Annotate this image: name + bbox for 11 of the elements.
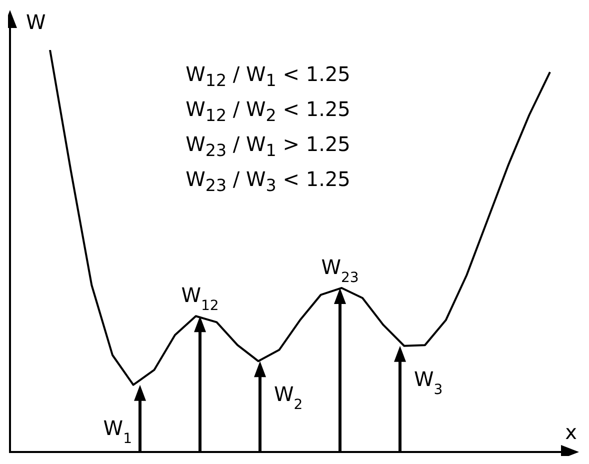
annotation: W$_{23}$	[321, 254, 359, 286]
annotation: W$_{2}$	[274, 382, 303, 414]
y-axis-title: W	[26, 10, 46, 34]
annotation: W$_{12}$ / W$_{1}$ < 1.25	[184, 61, 352, 92]
annotation: W$_{23}$ / W$_{1}$ > 1.25	[184, 131, 352, 162]
x-axis-title: x	[565, 420, 577, 444]
annotation: W$_{12}$ / W$_{2}$ < 1.25	[184, 96, 352, 127]
annotation: W$_{3}$	[414, 366, 443, 398]
annotation: W$_{1}$	[103, 416, 132, 447]
annotation: W$_{12}$	[181, 283, 219, 314]
annotation: W$_{23}$ / W$_{3}$ < 1.25	[184, 166, 352, 197]
